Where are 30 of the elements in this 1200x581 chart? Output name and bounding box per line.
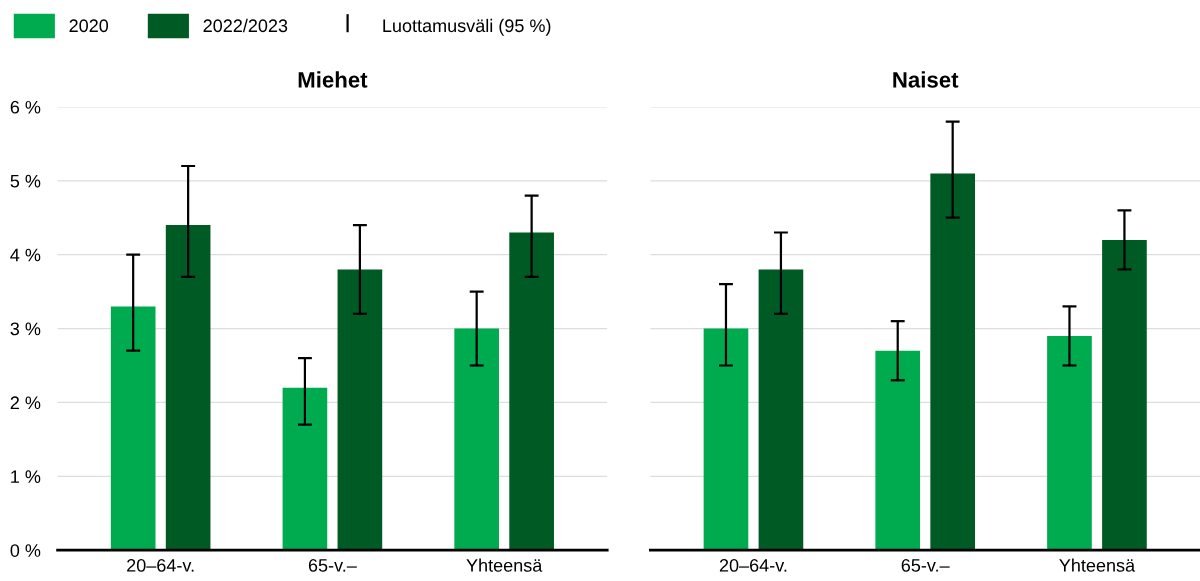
x-tick-label: 65-v.– [901, 559, 950, 572]
y-tick-label: 6 % [10, 100, 41, 114]
y-tick-label: 5 % [10, 174, 41, 188]
bar [454, 328, 499, 551]
bar [165, 225, 211, 551]
y-tick-label: 1 % [11, 470, 41, 483]
bar [875, 350, 921, 551]
x-tick-label: 20–64-v. [719, 559, 787, 572]
text: Luottamusväli (95 %) [383, 18, 551, 36]
chart-title: Miehet [298, 71, 368, 88]
bar [930, 173, 976, 551]
legend-label: 2020 [69, 19, 109, 33]
bar [110, 306, 156, 551]
legend-label: 2022/2023 [203, 18, 288, 33]
y-tick-label: 4 % [10, 248, 41, 262]
x-tick-label: 65-v.– [308, 559, 357, 572]
bar [282, 387, 328, 551]
bar [1102, 239, 1147, 551]
y-tick-label: 0 % [10, 544, 41, 557]
bar [703, 328, 749, 551]
x-tick-label: Yhteensä [466, 558, 543, 572]
bar [1047, 335, 1092, 551]
y-tick-label: 2 % [10, 396, 41, 410]
bar [509, 232, 554, 551]
bar [758, 269, 804, 551]
chart-title: Naiset [893, 71, 959, 88]
x-tick-label: 20–64-v. [127, 559, 194, 572]
y-tick-label: 3 % [10, 322, 41, 336]
x-tick-label: Yhteensä [1059, 558, 1136, 572]
bar [337, 269, 383, 551]
